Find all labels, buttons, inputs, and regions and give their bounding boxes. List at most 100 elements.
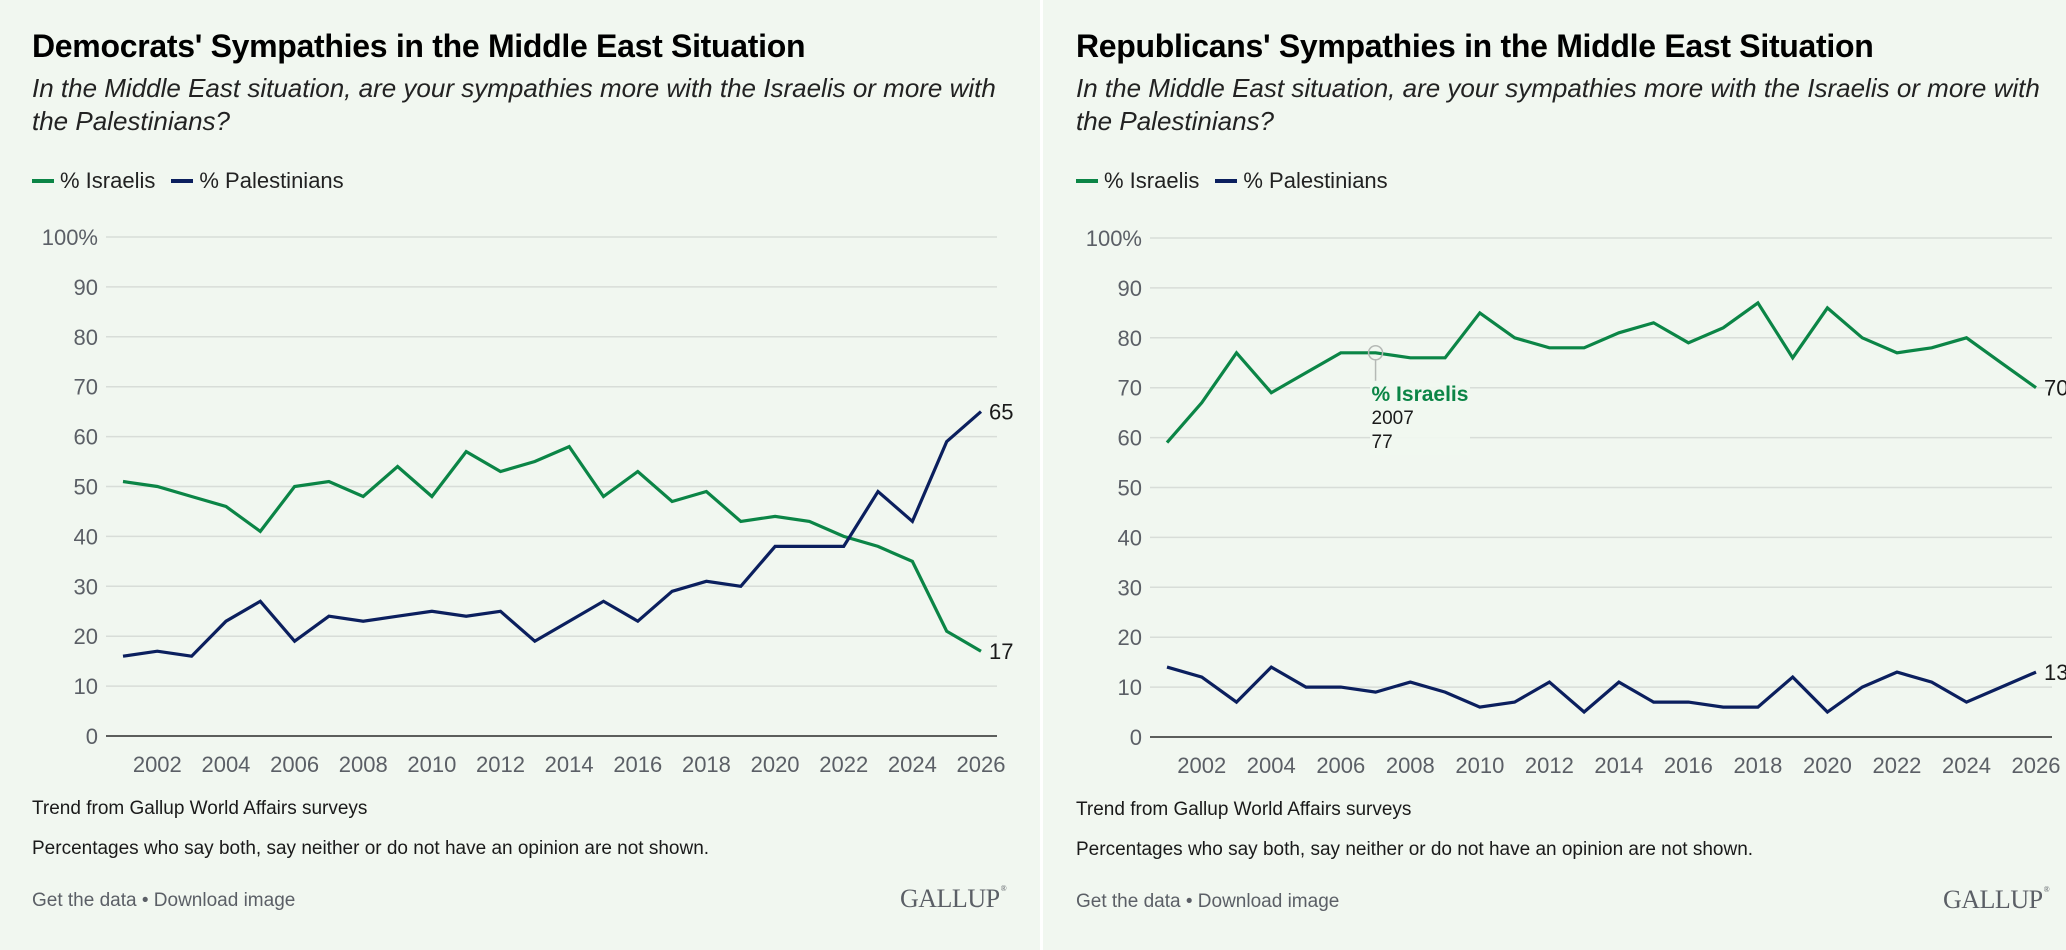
- data-point-palestinians[interactable]: [872, 485, 884, 497]
- data-point-palestinians[interactable]: [1265, 661, 1277, 673]
- data-point-israelis[interactable]: [2030, 382, 2042, 394]
- data-point-palestinians[interactable]: [1787, 671, 1799, 683]
- data-point-israelis[interactable]: [1682, 337, 1694, 349]
- legend-item-israelis[interactable]: % Israelis: [32, 168, 155, 194]
- data-point-israelis[interactable]: [392, 461, 404, 473]
- data-point-palestinians[interactable]: [289, 635, 301, 647]
- data-point-israelis[interactable]: [975, 645, 987, 657]
- data-point-israelis[interactable]: [323, 476, 335, 488]
- data-point-israelis[interactable]: [1717, 322, 1729, 334]
- data-point-israelis[interactable]: [1231, 347, 1243, 359]
- democrats-line-chart[interactable]: 0 10 20 30 40 50 60 70 80 90 100% 2002 2004 2006 2008 2…: [0, 0, 1040, 790]
- data-point-israelis[interactable]: [1370, 347, 1382, 359]
- data-point-israelis[interactable]: [872, 540, 884, 552]
- data-point-palestinians[interactable]: [769, 540, 781, 552]
- data-point-palestinians[interactable]: [1543, 676, 1555, 688]
- series-line-israelis[interactable]: [1165, 300, 2037, 444]
- data-point-israelis[interactable]: [460, 446, 472, 458]
- data-point-israelis[interactable]: [1995, 357, 2007, 369]
- data-point-israelis[interactable]: [529, 456, 541, 468]
- data-point-israelis[interactable]: [1439, 352, 1451, 364]
- data-point-israelis[interactable]: [1265, 387, 1277, 399]
- data-point-israelis[interactable]: [117, 476, 129, 488]
- data-point-palestinians[interactable]: [220, 615, 232, 627]
- series-line-israelis[interactable]: [122, 444, 982, 653]
- download-image-link[interactable]: Download image: [153, 890, 296, 911]
- data-point-palestinians[interactable]: [666, 585, 678, 597]
- series-line-palestinians[interactable]: [1166, 665, 2037, 715]
- data-point-israelis[interactable]: [1474, 307, 1486, 319]
- data-point-palestinians[interactable]: [1509, 696, 1521, 708]
- data-point-palestinians[interactable]: [563, 615, 575, 627]
- data-point-palestinians[interactable]: [1578, 706, 1590, 718]
- data-point-palestinians[interactable]: [1300, 681, 1312, 693]
- data-point-palestinians[interactable]: [838, 540, 850, 552]
- data-point-israelis[interactable]: [357, 490, 369, 502]
- data-point-palestinians[interactable]: [392, 610, 404, 622]
- data-point-palestinians[interactable]: [323, 610, 335, 622]
- data-point-israelis[interactable]: [700, 485, 712, 497]
- get-data-link[interactable]: Get the data: [32, 890, 137, 911]
- data-point-palestinians[interactable]: [1926, 676, 1938, 688]
- data-point-palestinians[interactable]: [254, 595, 266, 607]
- data-point-israelis[interactable]: [426, 490, 438, 502]
- data-point-palestinians[interactable]: [975, 406, 987, 418]
- data-point-palestinians[interactable]: [529, 635, 541, 647]
- data-point-israelis[interactable]: [769, 510, 781, 522]
- data-point-israelis[interactable]: [1648, 317, 1660, 329]
- data-point-palestinians[interactable]: [1439, 686, 1451, 698]
- data-point-palestinians[interactable]: [700, 575, 712, 587]
- data-point-israelis[interactable]: [632, 466, 644, 478]
- data-point-israelis[interactable]: [1821, 302, 1833, 314]
- data-point-israelis[interactable]: [1404, 352, 1416, 364]
- data-point-israelis[interactable]: [1509, 332, 1521, 344]
- data-point-israelis[interactable]: [151, 481, 163, 493]
- data-point-palestinians[interactable]: [357, 615, 369, 627]
- get-data-link[interactable]: Get the data: [1076, 891, 1181, 912]
- legend-item-palestinians[interactable]: % Palestinians: [171, 168, 344, 194]
- data-point-palestinians[interactable]: [426, 605, 438, 617]
- data-point-palestinians[interactable]: [1891, 666, 1903, 678]
- data-point-israelis[interactable]: [254, 525, 266, 537]
- data-point-palestinians[interactable]: [1717, 701, 1729, 713]
- data-point-palestinians[interactable]: [2030, 666, 2042, 678]
- data-point-israelis[interactable]: [1926, 342, 1938, 354]
- data-point-palestinians[interactable]: [1752, 701, 1764, 713]
- series-line-palestinians[interactable]: [122, 410, 983, 658]
- data-point-palestinians[interactable]: [1682, 696, 1694, 708]
- data-point-palestinians[interactable]: [1995, 681, 2007, 693]
- data-point-israelis[interactable]: [1335, 347, 1347, 359]
- data-point-israelis[interactable]: [597, 490, 609, 502]
- data-point-palestinians[interactable]: [1821, 706, 1833, 718]
- data-point-israelis[interactable]: [220, 500, 232, 512]
- data-point-israelis[interactable]: [1161, 437, 1173, 449]
- data-point-israelis[interactable]: [1578, 342, 1590, 354]
- data-point-palestinians[interactable]: [1335, 681, 1347, 693]
- data-point-israelis[interactable]: [1300, 367, 1312, 379]
- data-point-palestinians[interactable]: [597, 595, 609, 607]
- data-point-israelis[interactable]: [289, 481, 301, 493]
- data-point-palestinians[interactable]: [1370, 686, 1382, 698]
- data-point-palestinians[interactable]: [1161, 661, 1173, 673]
- data-point-israelis[interactable]: [186, 490, 198, 502]
- data-point-israelis[interactable]: [1787, 352, 1799, 364]
- data-point-palestinians[interactable]: [1648, 696, 1660, 708]
- data-point-palestinians[interactable]: [735, 580, 747, 592]
- legend-item-palestinians[interactable]: % Palestinians: [1215, 168, 1388, 194]
- data-point-palestinians[interactable]: [1856, 681, 1868, 693]
- data-point-palestinians[interactable]: [632, 615, 644, 627]
- data-point-palestinians[interactable]: [151, 645, 163, 657]
- data-point-israelis[interactable]: [1891, 347, 1903, 359]
- data-point-israelis[interactable]: [1543, 342, 1555, 354]
- data-point-palestinians[interactable]: [495, 605, 507, 617]
- data-point-palestinians[interactable]: [186, 650, 198, 662]
- data-point-palestinians[interactable]: [941, 436, 953, 448]
- data-point-israelis[interactable]: [495, 466, 507, 478]
- data-point-israelis[interactable]: [1196, 397, 1208, 409]
- data-point-israelis[interactable]: [941, 625, 953, 637]
- data-point-palestinians[interactable]: [906, 515, 918, 527]
- data-point-palestinians[interactable]: [1960, 696, 1972, 708]
- data-point-israelis[interactable]: [735, 515, 747, 527]
- data-point-palestinians[interactable]: [1404, 676, 1416, 688]
- data-point-palestinians[interactable]: [117, 650, 129, 662]
